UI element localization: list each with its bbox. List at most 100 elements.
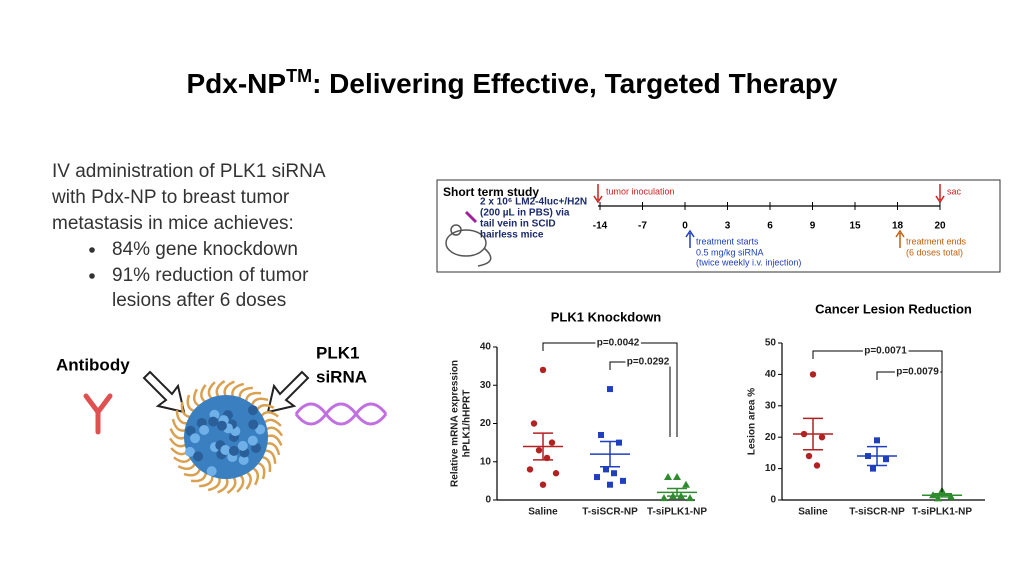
- y-tick-label: 40: [765, 369, 777, 380]
- day-label: -14: [593, 221, 608, 232]
- y-tick-label: 40: [480, 342, 492, 353]
- bullet-dot: [89, 273, 95, 279]
- data-point: [934, 494, 942, 502]
- day-label: 15: [849, 221, 861, 232]
- nanoparticle: [168, 379, 284, 495]
- y-tick-label: 20: [480, 418, 492, 429]
- x-tick-label: T-siSCR-NP: [582, 507, 638, 518]
- particle-bead: [247, 435, 258, 446]
- title-sup: TM: [286, 66, 312, 86]
- data-point: [818, 434, 826, 441]
- particle-bead: [248, 419, 259, 430]
- antibody-label: Antibody: [56, 355, 130, 374]
- particle-bead: [255, 424, 266, 435]
- x-tick-label: Saline: [798, 507, 828, 518]
- p-value: p=0.0042: [597, 338, 640, 349]
- sac-label: sac: [947, 186, 962, 196]
- data-point: [870, 465, 876, 472]
- intro-line: with Pdx-NP to breast tumor: [51, 187, 290, 208]
- x-tick-label: T-siSCR-NP: [849, 507, 905, 518]
- data-point: [539, 366, 547, 374]
- arrow-icon: [142, 370, 186, 414]
- particle-bead: [237, 440, 248, 451]
- end-label: (6 doses total): [906, 247, 963, 257]
- error-bar: [867, 445, 887, 467]
- mouse-text: tail vein in SCID: [480, 219, 556, 230]
- data-point: [539, 481, 547, 488]
- y-axis-label: Relative mRNA expression: [450, 360, 461, 487]
- bullet-dot: [89, 247, 95, 253]
- inoculation-label: tumor inoculation: [606, 186, 675, 196]
- y-tick-label: 30: [765, 400, 777, 411]
- particle-bead: [228, 445, 239, 456]
- y-tick-label: 10: [765, 463, 777, 474]
- particle-bead: [208, 416, 219, 427]
- data-point: [548, 439, 556, 446]
- charts: PLK1 Knockdown 0 10 20 30 40 Relative mRNA exp…: [450, 301, 985, 518]
- day-label: 3: [725, 221, 731, 232]
- start-label: (twice weekly i.v. injection): [696, 257, 801, 267]
- bullet: 91% reduction of tumor: [112, 265, 309, 286]
- data-point: [526, 466, 534, 473]
- data-point: [660, 494, 668, 502]
- y-tick-label: 30: [480, 380, 492, 391]
- data-point: [535, 447, 543, 454]
- data-point: [813, 462, 821, 469]
- p-value: p=0.0292: [627, 357, 670, 368]
- y-tick-label: 50: [765, 338, 777, 349]
- data-point: [664, 473, 672, 481]
- bullet: 84% gene knockdown: [112, 239, 298, 260]
- data-point: [607, 481, 613, 488]
- p-value: p=0.0071: [864, 346, 907, 357]
- mouse-text: hairless mice: [480, 230, 544, 241]
- data-point: [552, 470, 560, 477]
- data-point: [530, 420, 538, 427]
- start-arrow: [685, 229, 695, 248]
- y-axis-label: hPLK1/hHPRT: [462, 390, 473, 458]
- day-label: 20: [934, 221, 946, 232]
- y-tick-label: 10: [480, 456, 492, 467]
- timeline-box: [436, 179, 1001, 273]
- y-axis-label: Lesion area %: [747, 388, 758, 455]
- arrow-icon: [266, 370, 310, 414]
- day-label: 6: [767, 221, 773, 232]
- chart-title: PLK1 Knockdown: [551, 309, 662, 324]
- error-bar: [932, 492, 952, 498]
- particle-bead: [220, 444, 231, 455]
- intro-line: metastasis in mice achieves:: [52, 213, 294, 234]
- p-value: p=0.0079: [896, 367, 939, 378]
- particle-bead: [193, 451, 204, 462]
- data-point: [607, 386, 613, 393]
- slide-title: Pdx-NPTM: Delivering Effective, Targeted…: [187, 66, 838, 100]
- timeline-title: Short term study: [443, 185, 539, 199]
- x-tick-label: T-siPLK1-NP: [912, 507, 972, 518]
- timeline-days: -14 -7 0 3 6 9 15 18 20: [593, 202, 946, 232]
- sirna-label: PLK1: [316, 343, 359, 362]
- data-point: [682, 480, 690, 488]
- start-label: 0.5 mg/kg siRNA: [696, 247, 764, 257]
- intro-line: IV administration of PLK1 siRNA: [52, 161, 326, 182]
- mouse-text: 2 x 10⁶ LM2-4luc+/H2N: [480, 197, 587, 208]
- significance-bracket: [542, 342, 678, 437]
- particle-bead: [199, 424, 210, 435]
- data-point: [809, 371, 817, 378]
- error-bar: [667, 487, 687, 497]
- mouse-text: (200 µL in PBS) via: [480, 208, 570, 219]
- title-rest: : Delivering Effective, Targeted Therapy: [312, 68, 838, 99]
- significance-bracket: [609, 361, 671, 437]
- particle-bead: [184, 446, 195, 457]
- particle-bead: [216, 420, 227, 431]
- data-point: [805, 452, 813, 460]
- particle-bead: [190, 433, 201, 444]
- dna-icon: [294, 402, 388, 426]
- data-point: [883, 456, 889, 463]
- mouse-icon: [445, 210, 492, 267]
- y-tick-label: 0: [485, 495, 491, 506]
- data-point: [616, 439, 622, 446]
- inoculation-arrow: [593, 184, 603, 204]
- data-point: [686, 494, 694, 502]
- sirna-label: siRNA: [316, 367, 367, 386]
- title-main: Pdx-NP: [187, 68, 287, 99]
- day-label: 9: [810, 221, 816, 232]
